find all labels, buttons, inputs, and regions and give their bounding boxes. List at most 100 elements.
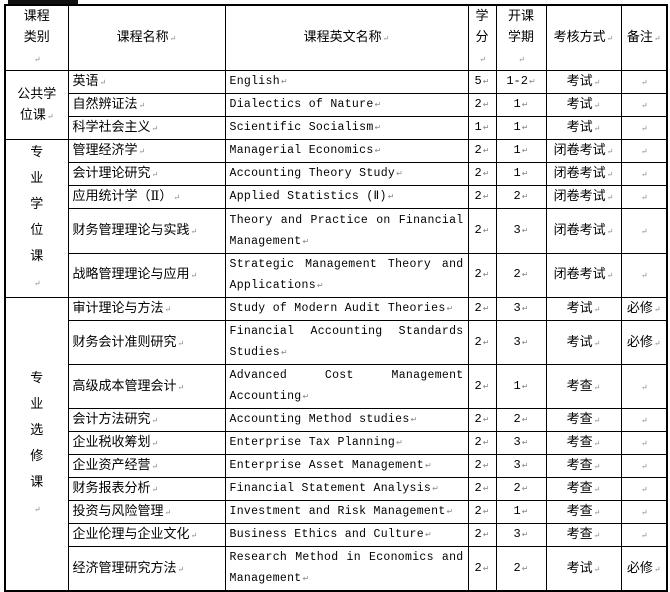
course-name-en-cell: Managerial Economics [224,138,469,164]
course-name-cn-cell: 企业资产经营 [67,454,226,478]
remark-cell [620,93,668,117]
assessment-cell: 考试 [545,297,622,321]
credits-cell: 2 [467,477,497,501]
table-row: 企业税收筹划Enterprise Tax Planning23考查 [5,431,668,455]
assessment-cell: 闭卷考试 [545,208,622,254]
course-name-cn-cell: 高级成本管理会计 [67,364,226,409]
assessment-cell: 考查 [545,500,622,524]
credits-cell: 2 [467,546,497,592]
semester-cell: 1 [495,116,547,140]
assessment-cell: 闭卷考试 [545,252,622,299]
course-name-en-cell: Research Method in Economics and Managem… [224,546,469,592]
course-table: 课程类别 课程名称 课程英文名称 学分 开课学期 考核方式 备注 公共学位课英语… [4,4,668,592]
course-name-en-cell: Accounting Theory Study [224,162,469,187]
course-name-cn-cell: 经济管理研究方法 [67,546,226,592]
course-name-en-cell: Financial Statement Analysis [224,477,469,501]
semester-cell: 1 [495,364,547,409]
credits-cell: 2 [467,454,497,478]
credits-cell: 2 [467,408,497,432]
course-name-cn-cell: 投资与风险管理 [67,500,226,524]
remark-cell [620,431,668,455]
semester-cell: 3 [495,454,547,478]
assessment-cell: 考查 [545,477,622,501]
table-row: 企业资产经营Enterprise Asset Management23考查 [5,454,668,478]
credits-cell: 2 [467,431,497,455]
header-remark: 备注 [620,4,668,71]
table-row: 会计理论研究Accounting Theory Study21闭卷考试 [5,162,668,187]
assessment-cell: 考试 [545,116,622,140]
semester-cell: 3 [495,208,547,254]
remark-cell [620,208,668,254]
course-name-cn-cell: 自然辨证法 [67,93,226,117]
semester-cell: 2 [495,408,547,432]
course-name-cn-cell: 英语 [67,70,226,94]
course-name-en-cell: Enterprise Asset Management [224,454,469,478]
assessment-cell: 闭卷考试 [545,185,622,210]
remark-cell: 必修 [620,546,668,592]
table-row: 企业伦理与企业文化Business Ethics and Culture23考查 [5,523,668,547]
credits-cell: 2 [467,320,497,365]
table-row: 科学社会主义Scientific Socialism11考试 [5,116,668,140]
semester-cell: 3 [495,320,547,365]
course-name-en-cell: Applied Statistics (Ⅱ) [224,185,469,210]
credits-cell: 2 [467,297,497,321]
header-category: 课程类别 [4,4,69,71]
course-name-cn-cell: 审计理论与方法 [67,297,226,321]
semester-cell: 3 [495,431,547,455]
credits-cell: 2 [467,208,497,254]
table-row: 专业选修课 审计理论与方法Study of Modern Audit Theori… [4,297,668,592]
semester-cell: 1-2 [495,70,547,94]
table-row: 会计方法研究Accounting Method studies22考查 [5,408,668,432]
assessment-cell: 考查 [545,523,622,547]
course-name-en-cell: Advanced Cost Management Accounting [224,364,469,409]
category-cell: 专业选修课 [4,297,69,592]
category-cell: 公共学位课 [4,70,69,140]
course-name-en-cell: Strategic Management Theory and Applicat… [224,252,469,299]
remark-cell [620,116,668,140]
course-name-cn-cell: 财务报表分析 [67,477,226,501]
credits-cell: 2 [467,523,497,547]
remark-cell [620,477,668,501]
remark-cell [620,162,668,187]
credits-cell: 2 [467,252,497,299]
course-name-cn-cell: 财务会计准则研究 [67,320,226,365]
course-name-cn-cell: 企业伦理与企业文化 [67,523,226,547]
course-name-en-cell: Dialectics of Nature [224,93,469,117]
semester-cell: 1 [495,93,547,117]
credits-cell: 2 [467,93,497,117]
course-name-en-cell: Business Ethics and Culture [224,523,469,547]
assessment-cell: 闭卷考试 [545,162,622,187]
remark-cell: 必修 [620,320,668,365]
table-row: 战略管理理论与应用Strategic Management Theory and… [5,252,668,299]
table-row: 高级成本管理会计Advanced Cost Management Account… [5,364,668,409]
credits-cell: 2 [467,138,497,164]
course-name-en-cell: Accounting Method studies [224,408,469,432]
remark-cell [620,70,668,94]
course-name-cn-cell: 科学社会主义 [67,116,226,140]
table-row: 自然辨证法Dialectics of Nature21考试 [5,93,668,117]
course-name-cn-cell: 战略管理理论与应用 [67,252,226,299]
remark-cell [620,364,668,409]
semester-cell: 2 [495,185,547,210]
assessment-cell: 闭卷考试 [545,138,622,164]
credits-cell: 2 [467,500,497,524]
semester-cell: 3 [495,297,547,321]
header-credits: 学分 [467,4,497,71]
course-name-cn-cell: 企业税收筹划 [67,431,226,455]
remark-cell [620,500,668,524]
category-label: 专业选修课 [30,366,44,523]
credits-cell: 5 [467,70,497,94]
semester-cell: 2 [495,546,547,592]
semester-cell: 1 [495,162,547,187]
remark-cell [620,454,668,478]
assessment-cell: 考查 [545,431,622,455]
course-name-en-cell: Financial Accounting Standards Studies [224,320,469,365]
assessment-cell: 考查 [545,364,622,409]
assessment-cell: 考试 [545,70,622,94]
remark-cell [620,523,668,547]
header-name-en: 课程英文名称 [224,4,469,71]
course-name-cn-cell: 会计理论研究 [67,162,226,187]
header-semester: 开课学期 [495,4,547,71]
semester-cell: 1 [495,500,547,524]
remark-cell: 必修 [620,297,668,321]
